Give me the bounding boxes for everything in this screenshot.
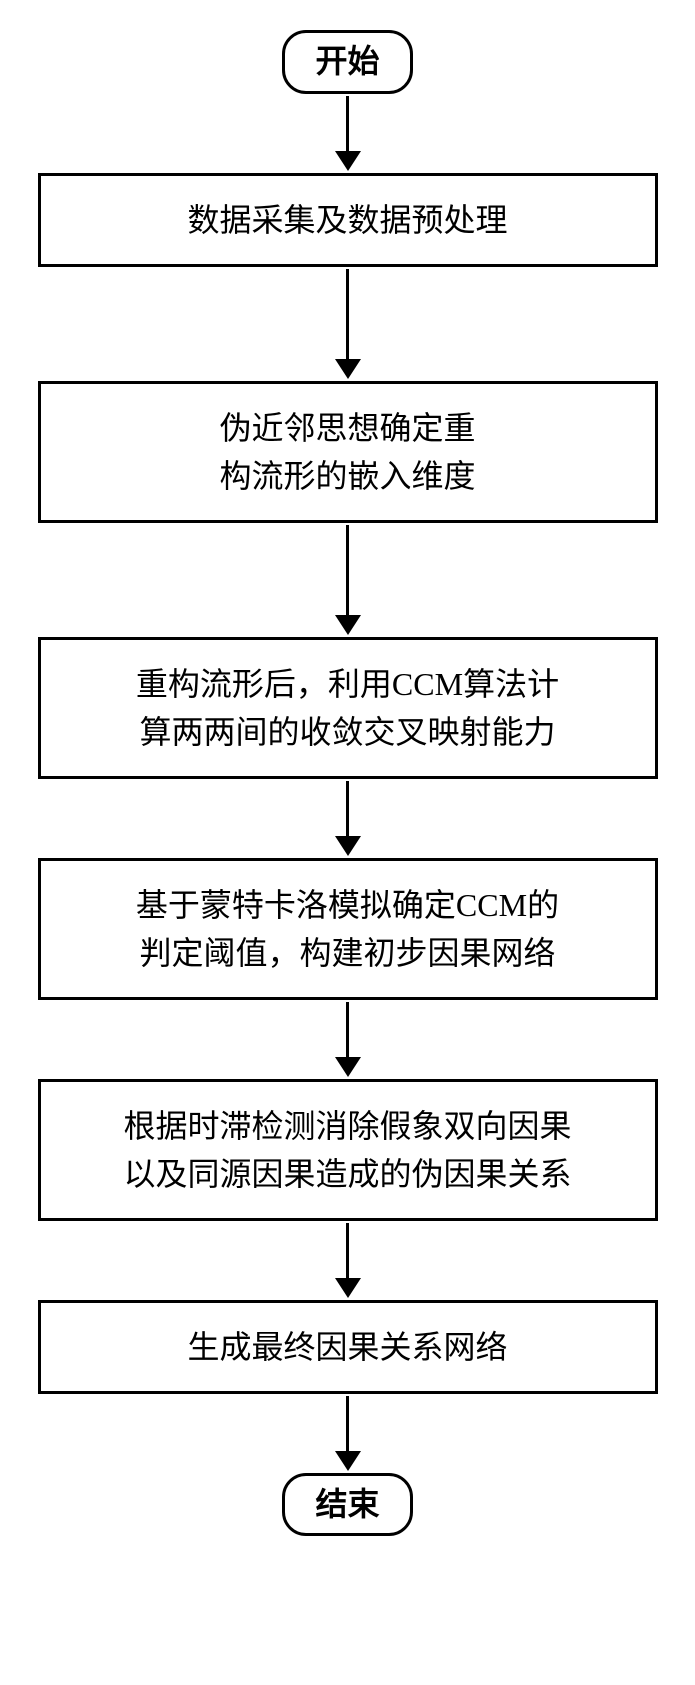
- arrow-line: [346, 269, 349, 359]
- process-step-5: 根据时滞检测消除假象双向因果以及同源因果造成的伪因果关系: [38, 1079, 658, 1221]
- arrow-head-icon: [335, 1451, 361, 1471]
- arrow-6: [335, 1223, 361, 1298]
- arrow-7: [335, 1396, 361, 1471]
- arrow-4: [335, 781, 361, 856]
- arrow-line: [346, 1223, 349, 1278]
- arrow-head-icon: [335, 151, 361, 171]
- arrow-head-icon: [335, 1057, 361, 1077]
- step4-label: 基于蒙特卡洛模拟确定CCM的判定阈值，构建初步因果网络: [136, 881, 559, 977]
- process-step-4: 基于蒙特卡洛模拟确定CCM的判定阈值，构建初步因果网络: [38, 858, 658, 1000]
- flowchart-container: 开始 数据采集及数据预处理 伪近邻思想确定重构流形的嵌入维度 重构流形后，利用C…: [23, 30, 673, 1536]
- arrow-3: [335, 525, 361, 635]
- step1-label: 数据采集及数据预处理: [187, 196, 507, 244]
- end-label: 结束: [315, 1486, 379, 1522]
- arrow-head-icon: [335, 359, 361, 379]
- arrow-line: [346, 1002, 349, 1057]
- end-terminal: 结束: [282, 1473, 412, 1537]
- arrow-line: [346, 781, 349, 836]
- start-label: 开始: [315, 43, 379, 79]
- arrow-line: [346, 525, 349, 615]
- arrow-5: [335, 1002, 361, 1077]
- arrow-1: [335, 96, 361, 171]
- step6-label: 生成最终因果关系网络: [187, 1323, 507, 1371]
- step2-label: 伪近邻思想确定重构流形的嵌入维度: [219, 404, 475, 500]
- arrow-line: [346, 96, 349, 151]
- process-step-6: 生成最终因果关系网络: [38, 1300, 658, 1394]
- arrow-head-icon: [335, 615, 361, 635]
- arrow-line: [346, 1396, 349, 1451]
- arrow-head-icon: [335, 836, 361, 856]
- process-step-1: 数据采集及数据预处理: [38, 173, 658, 267]
- start-terminal: 开始: [282, 30, 412, 94]
- process-step-2: 伪近邻思想确定重构流形的嵌入维度: [38, 381, 658, 523]
- arrow-head-icon: [335, 1278, 361, 1298]
- arrow-2: [335, 269, 361, 379]
- step5-label: 根据时滞检测消除假象双向因果以及同源因果造成的伪因果关系: [123, 1102, 571, 1198]
- process-step-3: 重构流形后，利用CCM算法计算两两间的收敛交叉映射能力: [38, 637, 658, 779]
- step3-label: 重构流形后，利用CCM算法计算两两间的收敛交叉映射能力: [136, 660, 559, 756]
